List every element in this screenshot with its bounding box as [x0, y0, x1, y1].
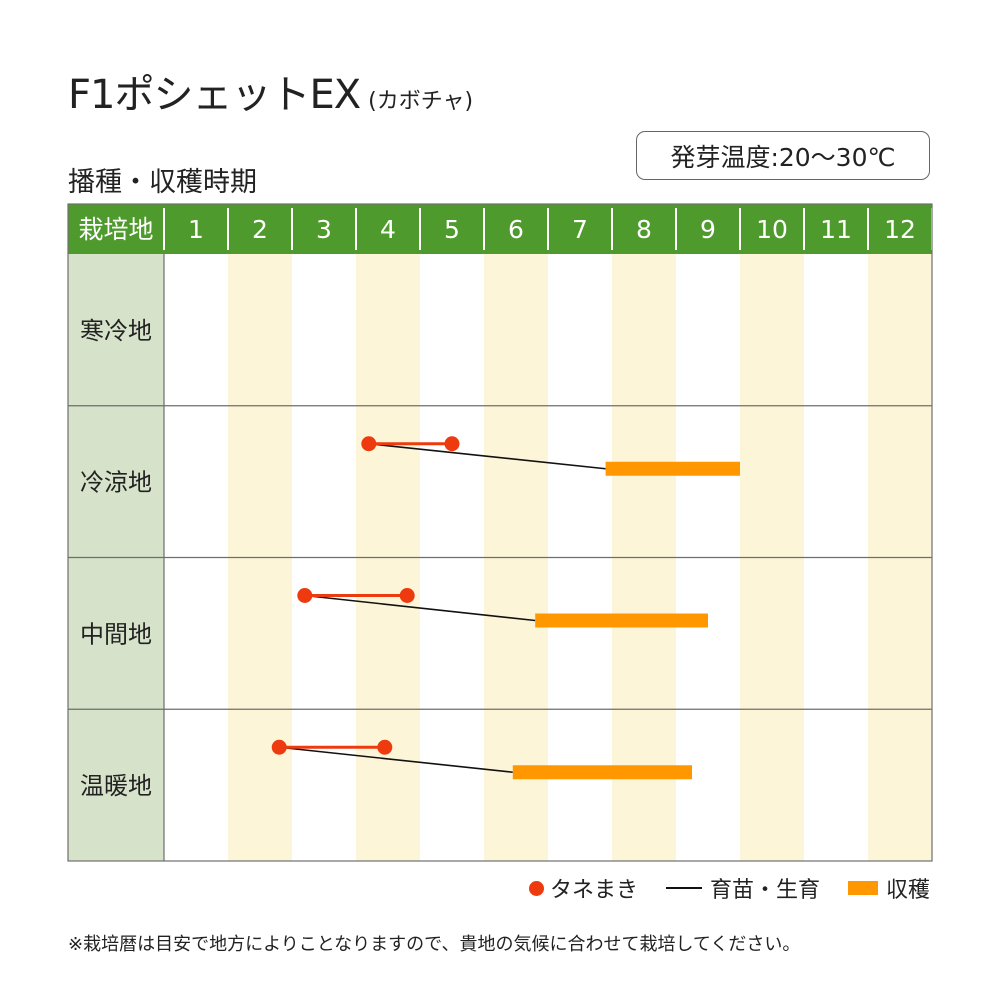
sowing-dot-icon [528, 880, 544, 896]
region-label: 冷涼地 [80, 469, 152, 497]
month-label: 1 [188, 215, 204, 244]
nursery-line-icon [665, 887, 702, 889]
legend-sowing: タネまき [528, 872, 638, 904]
region-label: 温暖地 [80, 772, 152, 800]
chart-title: F1ポシェットEX (カボチャ) [68, 62, 473, 120]
month-label: 6 [508, 215, 524, 244]
nursery-line [304, 594, 536, 622]
month-label: 3 [316, 215, 332, 244]
harvest-bar-icon [847, 881, 878, 895]
legend: タネまき 育苗・生育 収穫 [501, 872, 930, 904]
footnote: ※栽培暦は目安で地方によりことなりますので、貴地の気候に合わせて栽培してください… [68, 934, 801, 955]
month-label: 2 [252, 215, 268, 244]
harvest-bar [605, 461, 740, 476]
sowing-end-dot [444, 436, 460, 452]
chart-subtitle: 播種・収穫時期 [68, 167, 257, 198]
region-label: 寒冷地 [80, 317, 152, 345]
month-label: 9 [700, 215, 716, 244]
sowing-end-dot [377, 739, 393, 755]
nursery-line [279, 746, 513, 774]
harvest-bar [535, 613, 708, 628]
title-sub: (カボチャ) [368, 89, 474, 114]
legend-nursery-label: 育苗・生育 [709, 878, 820, 903]
region-label: 中間地 [80, 620, 152, 648]
month-label: 11 [820, 215, 852, 244]
sowing-start-dot [297, 588, 313, 603]
month-label: 7 [572, 215, 588, 244]
nursery-line [368, 442, 606, 470]
header-row [68, 204, 932, 254]
germination-temp-badge: 発芽温度:20～30℃ [636, 131, 930, 180]
month-label: 4 [380, 215, 396, 244]
corner-label: 栽培地 [78, 215, 153, 244]
legend-harvest: 収穫 [847, 872, 930, 904]
month-label: 5 [444, 215, 460, 244]
table-border [67, 203, 933, 862]
sowing-start-dot [271, 739, 287, 755]
month-label: 8 [636, 215, 652, 244]
month-label: 12 [884, 215, 916, 244]
sowing-end-dot [399, 588, 415, 603]
month-label: 10 [756, 215, 788, 244]
harvest-bar [512, 765, 692, 780]
title-main: F1ポシェットEX [68, 72, 361, 118]
sowing-start-dot [361, 436, 377, 452]
legend-harvest-label: 収穫 [885, 878, 930, 903]
legend-sowing-label: タネまき [549, 878, 638, 903]
legend-nursery: 育苗・生育 [665, 872, 820, 904]
